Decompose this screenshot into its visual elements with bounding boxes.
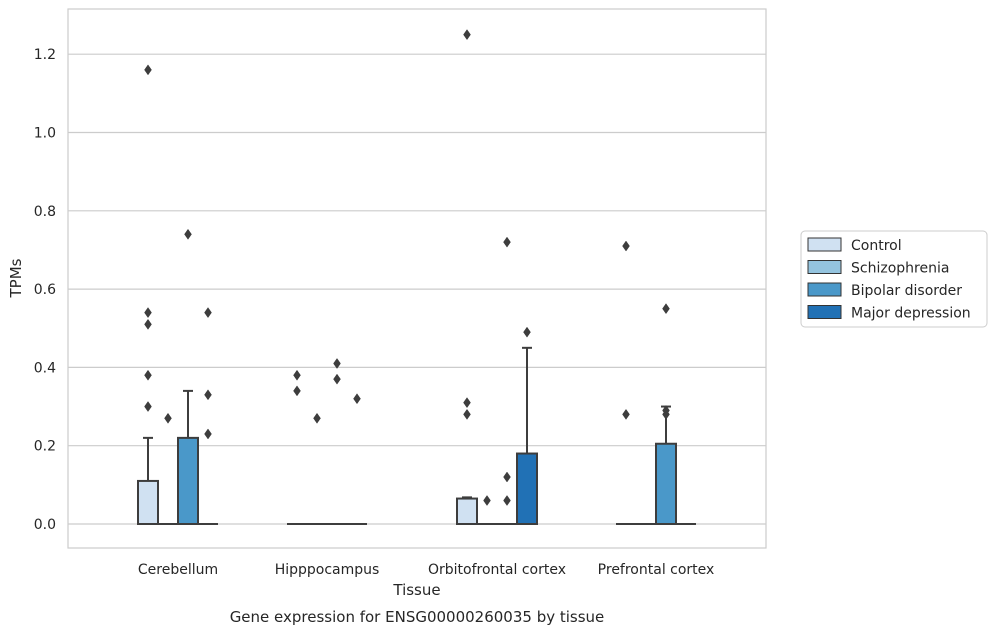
outlier-point (463, 408, 471, 420)
legend-swatch (807, 282, 842, 297)
outlier-point (662, 405, 670, 416)
legend-label: Major depression (851, 306, 971, 322)
outlier-point (164, 412, 172, 424)
outlier-point (204, 307, 212, 319)
outlier-point (662, 303, 670, 315)
outlier-point (293, 385, 301, 397)
outlier-point (333, 358, 341, 369)
y-tick-label: 0.4 (34, 360, 56, 376)
y-tick-label: 0.0 (34, 517, 56, 533)
x-tick-label: Prefrontal cortex (598, 562, 715, 578)
outlier-point (144, 307, 152, 319)
outlier-point (463, 397, 471, 409)
legend-frame (800, 230, 988, 328)
outlier-point (353, 393, 361, 405)
box-major-depression (516, 346, 538, 525)
x-tick-label: Orbitofrontal cortex (428, 562, 566, 578)
outlier-point (184, 228, 192, 240)
chart-caption: Gene expression for ENSG00000260035 by t… (230, 608, 605, 626)
outlier-point (204, 428, 212, 440)
boxes (137, 346, 696, 525)
outlier-point (622, 408, 630, 420)
legend-label: Schizophrenia (851, 261, 949, 277)
y-tick-label: 0.8 (34, 204, 56, 220)
legend-swatch (807, 260, 842, 274)
outlier-point (503, 236, 511, 248)
box-control (456, 496, 478, 525)
x-axis-label: Tissue (392, 581, 440, 599)
outliers (144, 29, 670, 506)
outlier-point (144, 401, 152, 412)
box-bipolar-disorder (177, 389, 199, 525)
outlier-point (463, 29, 471, 41)
box-body (137, 479, 159, 525)
y-axis-label: TPMs (7, 258, 25, 298)
outlier-point (523, 326, 531, 338)
outlier-point (144, 318, 152, 330)
y-tick-label: 1.2 (34, 47, 56, 63)
outlier-point (144, 369, 152, 381)
y-tick-label: 1.0 (34, 126, 56, 142)
box-body (456, 497, 478, 525)
x-tick-labels: Cerebellum Hipppocampus Orbitofrontal cort… (138, 562, 714, 578)
outlier-point (204, 389, 212, 401)
outlier-point (313, 412, 321, 424)
legend: Control Schizophrenia Bipolar disorder Majo… (800, 230, 988, 328)
legend-swatch (807, 305, 842, 319)
outlier-point (483, 495, 491, 506)
y-tick-label: 0.6 (34, 282, 56, 298)
outlier-point (503, 495, 511, 506)
outlier-point (144, 64, 152, 76)
box-control (137, 436, 159, 525)
legend-label: Bipolar disorder (851, 283, 962, 299)
outlier-point (333, 373, 341, 385)
legend-label: Control (851, 238, 902, 254)
outlier-point (622, 240, 630, 252)
outlier-point (503, 471, 511, 483)
y-tick-label: 0.2 (34, 439, 56, 455)
box-body (655, 442, 677, 525)
box-body (516, 452, 538, 525)
outlier-point (293, 369, 301, 381)
box-body (177, 436, 199, 525)
legend-swatch (807, 237, 842, 252)
x-tick-label: Cerebellum (138, 562, 218, 578)
x-tick-label: Hipppocampus (275, 562, 380, 578)
y-tick-labels: 0.0 0.2 0.4 0.6 0.8 1.0 1.2 (34, 47, 56, 533)
